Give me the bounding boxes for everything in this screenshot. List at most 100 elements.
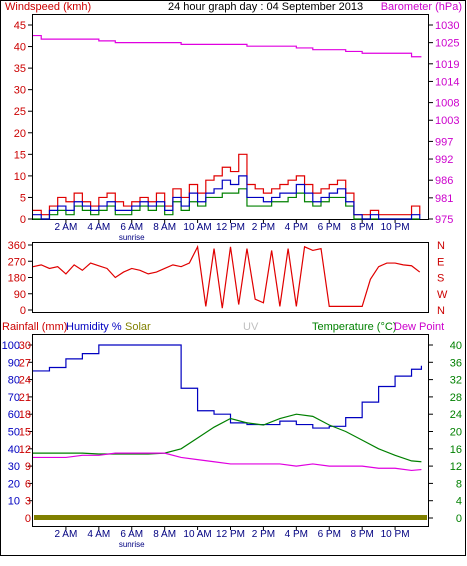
wind-tick-label: 20 xyxy=(14,128,26,140)
wind-tick-label: 10 xyxy=(14,171,26,183)
humidity-tick-label: 60 xyxy=(8,409,20,421)
temperature-tick-label: 20 xyxy=(450,427,462,439)
barometer-tick-label: 1014 xyxy=(435,76,459,88)
humidity-tick-label: 80 xyxy=(8,375,20,387)
wind-x-tick-label: 6 AM xyxy=(120,222,143,233)
temperature-tick-label: 24 xyxy=(450,409,462,421)
legend-humidity: Humidity % xyxy=(66,321,122,333)
legend-dew-point: Dew Point xyxy=(394,321,444,333)
temperature-tick-label: 28 xyxy=(450,392,462,404)
barometer-tick-label: 997 xyxy=(435,136,453,148)
rain-tick-label: 6 xyxy=(25,478,31,490)
wind-x-tick-label: 8 AM xyxy=(153,222,176,233)
wind-tick-label: 15 xyxy=(14,149,26,161)
temp-x-tick-label: 10 AM xyxy=(183,529,211,540)
humidity-tick-label: 50 xyxy=(8,427,20,439)
humidity-tick-label: 10 xyxy=(8,496,20,508)
wind-direction-line xyxy=(32,244,421,309)
wind-x-tick-label: 4 AM xyxy=(87,222,110,233)
rain-tick-label: 0 xyxy=(25,513,31,525)
barometer-tick-label: 1030 xyxy=(435,20,459,32)
temp-x-tick-label: 12 PM xyxy=(216,529,245,540)
sunrise-label-bottom: sunrise xyxy=(119,540,145,549)
direction-compass-label: S xyxy=(437,273,444,285)
temp-x-tick-label: 4 PM xyxy=(285,529,308,540)
humidity-tick-label: 100 xyxy=(2,340,20,352)
temp-panel-frame xyxy=(32,334,429,527)
direction-compass-label: N xyxy=(437,240,445,252)
wind-x-tick-label: 4 PM xyxy=(285,222,308,233)
wind-tick-label: 5 xyxy=(20,192,26,204)
temperature-tick-label: 4 xyxy=(456,496,462,508)
wind-tick-label: 45 xyxy=(14,20,26,32)
rain-tick-label: 15 xyxy=(19,427,31,439)
direction-panel-frame xyxy=(32,242,429,313)
direction-tick-label: 270 xyxy=(8,256,26,268)
rain-tick-label: 18 xyxy=(19,409,31,421)
humidity-tick-label: 70 xyxy=(8,392,20,404)
rain-tick-label: 21 xyxy=(19,392,31,404)
barometer-tick-label: 1025 xyxy=(435,38,459,50)
wind-x-tick-label: 6 PM xyxy=(318,222,341,233)
tick-labels-layer: 0510152025303540459759819869929971003100… xyxy=(2,20,462,549)
wind-panel-frame xyxy=(32,14,429,220)
temp-x-tick-label: 6 AM xyxy=(120,529,143,540)
direction-tick-label: 0 xyxy=(20,305,26,317)
sunrise-label-top: sunrise xyxy=(119,233,145,242)
wind-tick-label: 0 xyxy=(20,214,26,226)
temp-x-tick-label: 10 PM xyxy=(381,529,410,540)
barometer-line xyxy=(33,34,422,58)
wind-x-tick-label: 10 AM xyxy=(183,222,211,233)
direction-compass-label: W xyxy=(437,289,448,301)
temp-x-tick-label: 8 PM xyxy=(350,529,373,540)
dew-point-line xyxy=(33,452,422,472)
legend-solar: Solar xyxy=(125,321,151,333)
barometer-tick-label: 1019 xyxy=(435,59,459,71)
temperature-tick-label: 12 xyxy=(450,461,462,473)
wind-tick-label: 40 xyxy=(14,42,26,54)
barometer-axis-label: Barometer (hPa) xyxy=(381,1,462,13)
temperature-tick-label: 40 xyxy=(450,340,462,352)
barometer-tick-label: 981 xyxy=(435,193,453,205)
temp-x-tick-label: 8 AM xyxy=(153,529,176,540)
direction-tick-label: 180 xyxy=(8,273,26,285)
wind-tick-label: 35 xyxy=(14,63,26,75)
rain-tick-label: 3 xyxy=(25,496,31,508)
grid-layer xyxy=(28,24,433,530)
chart-title: 24 hour graph day : 04 September 2013 xyxy=(168,1,363,13)
humidity-tick-label: 90 xyxy=(8,357,20,369)
wind-x-tick-label: 2 AM xyxy=(55,222,78,233)
barometer-tick-label: 986 xyxy=(435,175,453,187)
legend-rainfall: Rainfall (mm) xyxy=(2,321,67,333)
barometer-tick-label: 1008 xyxy=(435,98,459,110)
temp-x-tick-label: 2 AM xyxy=(55,529,78,540)
temperature-tick-label: 32 xyxy=(450,375,462,387)
temp-x-tick-label: 2 PM xyxy=(252,529,275,540)
temperature-line xyxy=(33,413,422,463)
solar-baseline-bar xyxy=(34,515,427,520)
rain-tick-label: 9 xyxy=(25,461,31,473)
direction-tick-label: 90 xyxy=(14,289,26,301)
wind-x-tick-label: 10 PM xyxy=(381,222,410,233)
temperature-tick-label: 0 xyxy=(456,513,462,525)
legend-temperature: Temperature (°C) xyxy=(312,321,396,333)
wind-axis-label: Windspeed (kmh) xyxy=(5,1,91,13)
temp-x-tick-label: 4 AM xyxy=(87,529,110,540)
wind-x-tick-label: 8 PM xyxy=(350,222,373,233)
rain-tick-label: 27 xyxy=(19,357,31,369)
humidity-tick-label: 20 xyxy=(8,478,20,490)
direction-tick-label: 360 xyxy=(8,240,26,252)
direction-compass-label: N xyxy=(437,305,445,317)
temp-x-tick-label: 6 PM xyxy=(318,529,341,540)
humidity-tick-label: 40 xyxy=(8,444,20,456)
temperature-tick-label: 16 xyxy=(450,444,462,456)
barometer-tick-label: 992 xyxy=(435,154,453,166)
temperature-tick-label: 36 xyxy=(450,357,462,369)
humidity-tick-label: 30 xyxy=(8,461,20,473)
barometer-tick-label: 975 xyxy=(435,214,453,226)
temperature-tick-label: 8 xyxy=(456,478,462,490)
legend-uv: UV xyxy=(243,321,259,333)
